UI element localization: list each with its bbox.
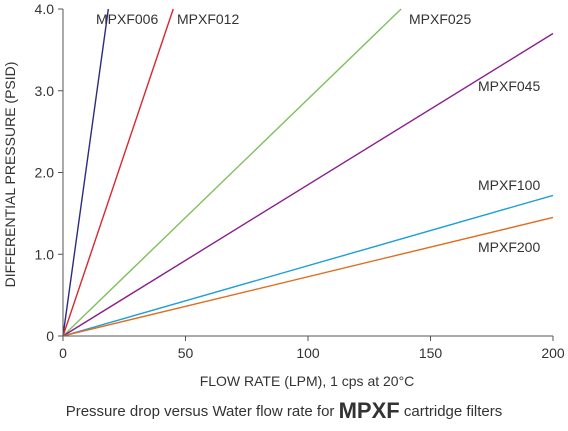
- series-line-mpxf100: [62, 194, 554, 337]
- series-label-mpxf006: MPXF006: [96, 11, 158, 27]
- series-line-mpxf025: [62, 8, 402, 337]
- series-line-mpxf006: [62, 8, 110, 337]
- series-label-mpxf100: MPXF100: [478, 177, 540, 193]
- y-tick-label: 3.0: [35, 83, 55, 99]
- series-label-mpxf200: MPXF200: [478, 239, 540, 255]
- series-label-mpxf025: MPXF025: [409, 11, 471, 27]
- x-tick-label: 150: [419, 345, 443, 361]
- tick-layer: 0 50 100 150 200 0 1.0 2.0 3.0 4.0: [35, 1, 565, 361]
- y-tick-label: 4.0: [35, 1, 55, 17]
- series-line-mpxf200: [62, 216, 554, 337]
- caption-prefix: Pressure drop versus Water flow rate for: [65, 403, 339, 420]
- y-tick-label: 0: [46, 328, 54, 344]
- x-tick-label: 100: [296, 345, 320, 361]
- chart-caption: Pressure drop versus Water flow rate for…: [0, 398, 568, 424]
- x-tick-label: 0: [59, 345, 67, 361]
- series-layer: [62, 8, 554, 337]
- y-tick-label: 1.0: [35, 246, 55, 262]
- pressure-drop-chart: 0 50 100 150 200 0 1.0 2.0 3.0 4.0 MPXF006 MPXF012…: [2, 1, 565, 389]
- series-label-mpxf045: MPXF045: [478, 78, 540, 94]
- x-axis-label: FLOW RATE (LPM), 1 cps at 20°C: [200, 373, 415, 389]
- x-tick-label: 50: [178, 345, 194, 361]
- y-tick-label: 2.0: [35, 165, 55, 181]
- series-line-mpxf012: [62, 8, 174, 337]
- caption-suffix: cartridge filters: [399, 403, 503, 420]
- y-axis-label: DIFFERENTIAL PRESSURE (PSID): [2, 62, 18, 288]
- series-line-mpxf045: [62, 32, 554, 337]
- series-label-layer: MPXF006 MPXF012 MPXF025 MPXF045 MPXF100 MPXF2…: [96, 11, 540, 255]
- caption-emphasis: MPXF: [338, 398, 400, 423]
- x-tick-label: 200: [541, 345, 565, 361]
- series-label-mpxf012: MPXF012: [177, 11, 239, 27]
